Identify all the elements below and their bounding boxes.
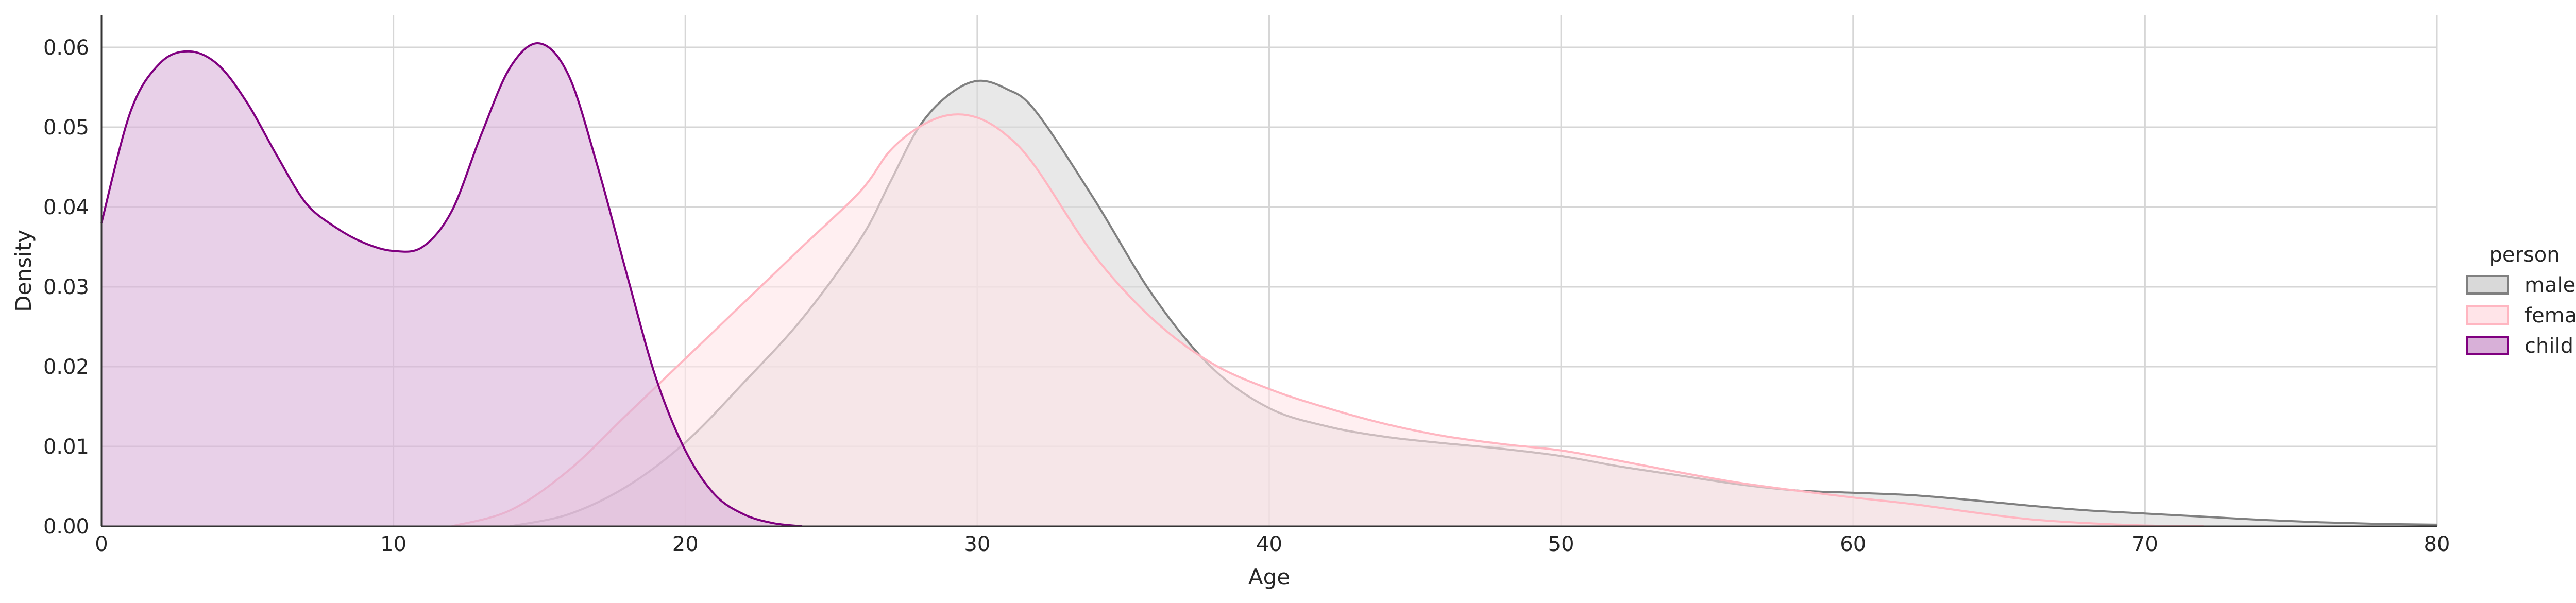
y-tick-label: 0.03 bbox=[43, 275, 89, 299]
series-areas bbox=[100, 42, 2437, 527]
legend-swatch-female bbox=[2466, 305, 2509, 325]
x-tick-label: 40 bbox=[1256, 532, 1282, 556]
legend: person male female child bbox=[2466, 243, 2576, 358]
x-tick-label: 60 bbox=[1840, 532, 1866, 556]
x-tick-label: 70 bbox=[2132, 532, 2158, 556]
x-axis-label: Age bbox=[1248, 564, 1290, 590]
x-tick-label: 20 bbox=[672, 532, 699, 556]
x-tick-label: 80 bbox=[2424, 532, 2450, 556]
y-tick-label: 0.06 bbox=[43, 36, 89, 60]
x-tick-label: 10 bbox=[380, 532, 406, 556]
legend-swatch-male bbox=[2466, 275, 2509, 295]
series-line-female bbox=[451, 113, 2204, 527]
legend-label-child: child bbox=[2524, 334, 2573, 358]
y-tick-label: 0.02 bbox=[43, 355, 89, 379]
x-tick-label: 30 bbox=[964, 532, 990, 556]
x-tick-label: 0 bbox=[95, 532, 108, 556]
y-tick-label: 0.00 bbox=[43, 515, 89, 539]
series-area-female bbox=[451, 114, 2204, 527]
legend-title: person bbox=[2489, 243, 2560, 267]
legend-swatch-child bbox=[2466, 336, 2509, 355]
y-axis-label: Density bbox=[11, 230, 36, 312]
y-tick-label: 0.04 bbox=[43, 196, 89, 219]
series-line-child bbox=[100, 42, 803, 527]
legend-label-male: male bbox=[2524, 273, 2575, 297]
series-area-child bbox=[101, 43, 802, 526]
x-tick-label: 50 bbox=[1548, 532, 1574, 556]
legend-label-female: female bbox=[2524, 304, 2576, 328]
axes: 0 10 20 30 40 50 60 70 80 0.00 0.01 0.02 0.03 0.04 0.0… bbox=[43, 15, 2450, 556]
y-tick-label: 0.01 bbox=[43, 435, 89, 459]
y-tick-label: 0.05 bbox=[43, 116, 89, 140]
